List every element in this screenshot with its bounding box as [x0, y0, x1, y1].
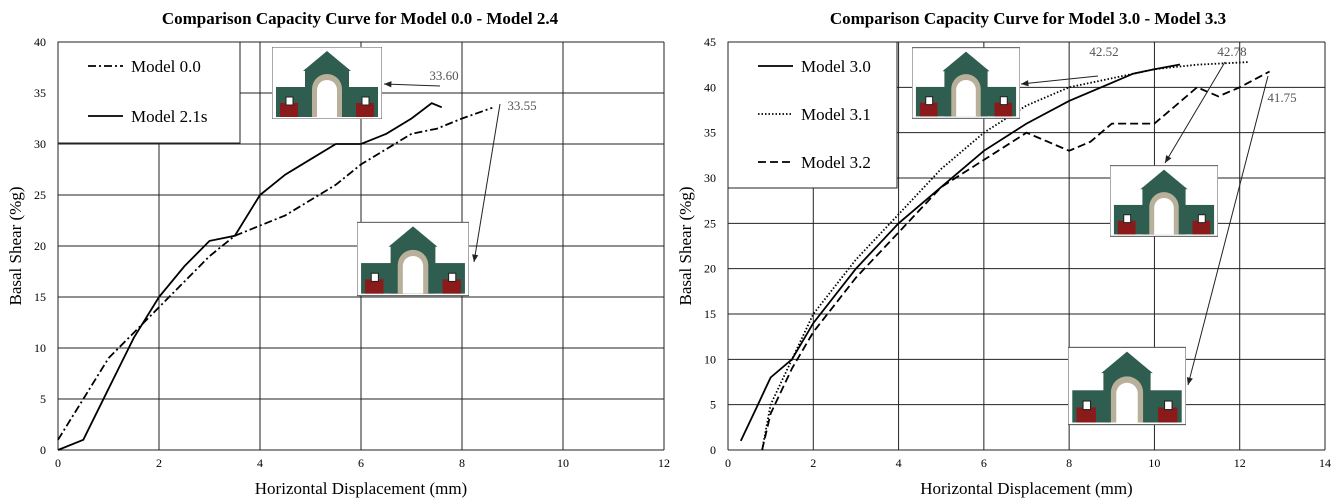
y-tick-label: 25: [704, 216, 716, 230]
x-tick-label: 2: [810, 456, 816, 470]
x-tick-label: 6: [358, 456, 364, 470]
y-tick-label: 30: [34, 137, 46, 151]
y-tick-label: 30: [704, 171, 716, 185]
annotation: 42.78: [1217, 44, 1246, 59]
x-tick-label: 0: [55, 456, 61, 470]
y-axis-label: Basal Shear (%g): [676, 187, 695, 306]
y-tick-label: 0: [40, 443, 46, 457]
chart-title: Comparison Capacity Curve for Model 0.0 …: [162, 9, 559, 28]
y-tick-label: 20: [34, 239, 46, 253]
legend-label: Model 3.2: [801, 153, 871, 172]
model-image: [1068, 347, 1186, 424]
y-tick-label: 15: [704, 307, 716, 321]
arrow-head: [384, 81, 391, 87]
y-tick-label: 0: [710, 443, 716, 457]
x-tick-label: 4: [896, 456, 902, 470]
chart-title: Comparison Capacity Curve for Model 3.0 …: [830, 9, 1226, 28]
arrow-head: [472, 254, 478, 262]
y-tick-label: 40: [34, 35, 46, 49]
y-tick-label: 20: [704, 262, 716, 276]
arrow-head: [1165, 155, 1171, 163]
x-tick-label: 12: [658, 456, 670, 470]
x-tick-label: 10: [1148, 456, 1160, 470]
x-tick-label: 12: [1234, 456, 1246, 470]
legend-label: Model 3.1: [801, 105, 871, 124]
x-axis-label: Horizontal Displacement (mm): [255, 479, 467, 498]
arrow-head: [1187, 377, 1193, 385]
arrow: [1165, 62, 1225, 163]
model-image: [912, 48, 1020, 119]
arrow: [1021, 76, 1098, 84]
y-tick-label: 5: [40, 392, 46, 406]
x-tick-label: 2: [156, 456, 162, 470]
model-image: [1110, 166, 1218, 237]
y-tick-label: 25: [34, 188, 46, 202]
x-tick-label: 8: [459, 456, 465, 470]
y-tick-label: 10: [704, 352, 716, 366]
x-tick-label: 14: [1319, 456, 1331, 470]
annotation: 41.75: [1267, 90, 1296, 105]
arrow: [474, 104, 500, 262]
annotation: 33.55: [507, 98, 536, 113]
x-tick-label: 10: [557, 456, 569, 470]
x-tick-label: 8: [1066, 456, 1072, 470]
legend-label: Model 0.0: [131, 57, 201, 76]
legend-label: Model 2.1s: [131, 107, 208, 126]
x-tick-label: 4: [257, 456, 263, 470]
annotation: 33.60: [429, 68, 458, 83]
figure: Comparison Capacity Curve for Model 0.0 …: [0, 0, 1340, 499]
arrow-head: [1021, 80, 1029, 86]
x-axis-label: Horizontal Displacement (mm): [920, 479, 1132, 498]
y-axis-label: Basal Shear (%g): [6, 187, 25, 306]
x-tick-label: 6: [981, 456, 987, 470]
y-tick-label: 15: [34, 290, 46, 304]
annotation: 42.52: [1089, 44, 1118, 59]
y-tick-label: 40: [704, 80, 716, 94]
model-image: [357, 222, 469, 295]
y-tick-label: 10: [34, 341, 46, 355]
model-image: [272, 47, 382, 119]
arrow: [384, 84, 440, 86]
x-tick-label: 0: [725, 456, 731, 470]
y-tick-label: 5: [710, 398, 716, 412]
y-tick-label: 35: [704, 126, 716, 140]
y-tick-label: 35: [34, 86, 46, 100]
legend-label: Model 3.0: [801, 57, 871, 76]
y-tick-label: 45: [704, 35, 716, 49]
